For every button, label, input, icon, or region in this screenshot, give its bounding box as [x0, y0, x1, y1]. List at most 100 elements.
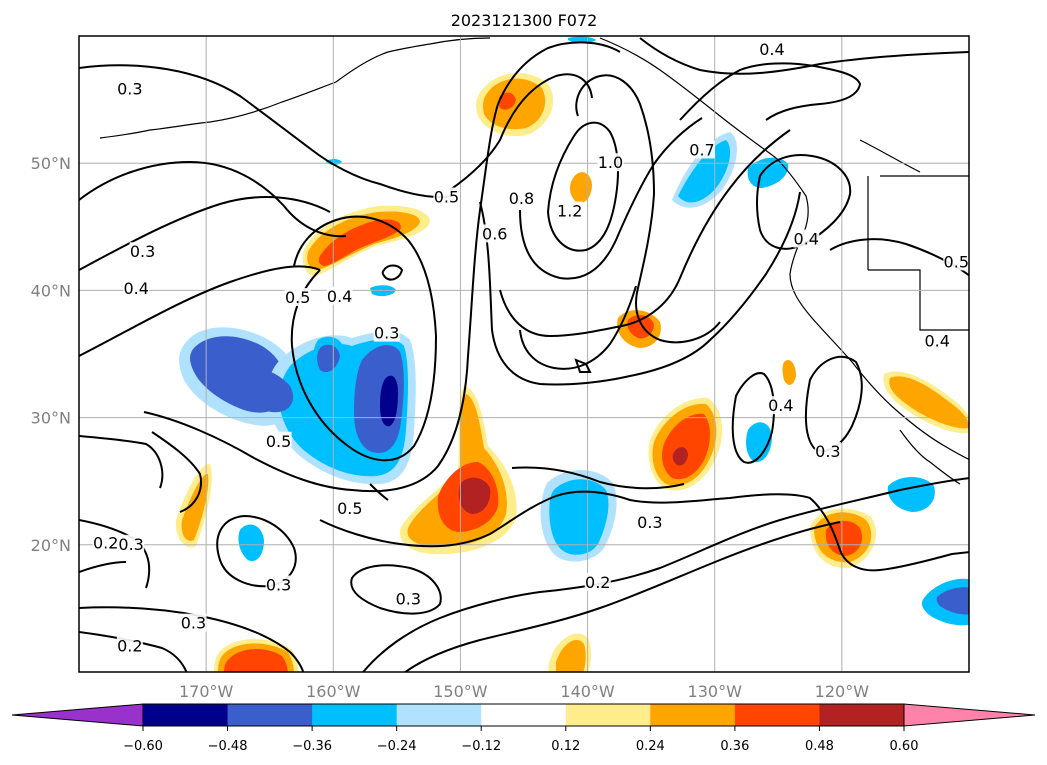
- colorbar-tick-label: −0.48: [208, 739, 248, 754]
- colorbar-segment: [396, 704, 482, 726]
- contour-label: 0.6: [482, 224, 507, 243]
- contour-label-background: [758, 39, 785, 58]
- contour-line: [79, 265, 321, 357]
- contour-label: 0.5: [434, 188, 459, 207]
- contour-label: 0.2: [585, 573, 610, 592]
- contour-label: 0.4: [759, 40, 784, 59]
- contour-line: [79, 160, 347, 238]
- positive-anomaly-region-mexico-core: [889, 376, 969, 429]
- contour-line: [79, 606, 305, 672]
- contour-line: [143, 103, 499, 493]
- positive-anomaly-region-south-central-core: [556, 640, 586, 672]
- contour-label: 0.4: [123, 279, 148, 298]
- contour-line: [804, 355, 863, 452]
- shaded-anomaly-fields: [175, 36, 969, 672]
- negative-anomaly-region-offshore: [746, 422, 772, 463]
- negative-anomaly-region-southeast-core: [936, 587, 969, 615]
- contour-line: [290, 215, 438, 462]
- contour-label: 0.5: [944, 252, 969, 271]
- negative-anomaly-region-hawaii: [238, 524, 264, 562]
- map-area: 0.3 0.3 0.4 0.5 0.4 0.5 0.60.8 1.2 1.0 0.7 0.4 0.4 0…: [79, 36, 969, 672]
- contour-label-background: [481, 224, 508, 243]
- contour-line: [319, 490, 969, 572]
- colorbar-tick-label: −0.36: [292, 739, 332, 754]
- contour-line: [361, 477, 969, 672]
- contour-line: [79, 196, 331, 271]
- contour-line: [519, 285, 637, 370]
- colorbar-segment: [312, 704, 398, 726]
- contour-line: [731, 372, 775, 464]
- negative-anomaly-region-east-mid: [354, 345, 404, 453]
- contour-label: 0.4: [924, 331, 949, 350]
- contour-label: 0.4: [768, 396, 793, 415]
- latitude-tick-label: 30°N: [31, 409, 71, 428]
- contour-line: [79, 561, 127, 573]
- colorbar-tick-label: −0.24: [377, 739, 417, 754]
- colorbar-tick-label: 0.48: [805, 739, 834, 754]
- contour-label-background: [584, 572, 611, 591]
- colorbar-segment: [143, 704, 229, 726]
- contour-label-background: [118, 534, 145, 553]
- contour-label-background: [326, 286, 353, 305]
- contour-label: 1.0: [598, 153, 623, 172]
- contour-line: [79, 64, 453, 199]
- contour-label: 0.3: [396, 589, 421, 608]
- contour-line: [639, 37, 969, 75]
- latitude-tick-label: 20°N: [31, 536, 71, 555]
- longitude-tick-label: 120°W: [815, 682, 870, 701]
- map-frame: [78, 35, 970, 673]
- colorbar-segment: [227, 704, 313, 726]
- contour-line: [381, 264, 404, 281]
- colorbar-tick-label: 0.36: [720, 739, 749, 754]
- contour-line: [449, 73, 593, 191]
- contour-label: 0.3: [815, 442, 840, 461]
- positive-anomaly-region-subtropical-core: [458, 477, 491, 514]
- contour-label-background: [129, 242, 156, 261]
- contour-label-background: [395, 589, 422, 608]
- longitude-tick-label: 130°W: [688, 682, 743, 701]
- contour-label: 0.2: [117, 637, 142, 656]
- contour-label: 0.5: [266, 432, 291, 451]
- contour-label-background: [556, 201, 583, 220]
- positive-anomaly-region-east-subtropical-center: [672, 447, 688, 466]
- contour-line: [511, 466, 685, 490]
- negative-anomaly-region-east-core: [380, 375, 398, 427]
- contour-label-background: [793, 229, 820, 248]
- contour-label: 0.3: [374, 324, 399, 343]
- negative-anomaly-region-coast-core: [678, 140, 731, 203]
- positive-anomaly-region-gulf-alaska-core: [498, 92, 516, 110]
- contour-label-background: [284, 288, 311, 307]
- contour-label: 0.3: [637, 513, 662, 532]
- colorbar-tick-label: −0.60: [123, 739, 163, 754]
- colorbar-segment: [650, 704, 736, 726]
- negative-anomaly-region-west-core: [228, 366, 294, 413]
- contour-line: [403, 521, 841, 672]
- contour-label: 0.4: [794, 230, 819, 249]
- longitude-tick-label: 170°W: [179, 682, 234, 701]
- contour-label-background: [508, 188, 535, 207]
- negative-anomaly-region-subtropical-core: [549, 479, 609, 555]
- contour-label: 0.3: [181, 614, 206, 633]
- latitude-tick-label: 50°N: [31, 154, 71, 173]
- colorbar-frame: [142, 703, 905, 727]
- contour-line: [574, 358, 592, 373]
- latitude-tick-labels: 20°N 30°N 40°N 50°N: [31, 154, 71, 555]
- contour-line: [756, 154, 852, 250]
- contour-label-background: [116, 79, 143, 98]
- negative-anomaly-region-coast-east: [747, 157, 789, 188]
- contour-label: 1.2: [557, 202, 582, 221]
- contour-label: 0.3: [118, 535, 143, 554]
- contour-line: [216, 514, 297, 588]
- contour-label-background: [373, 323, 400, 342]
- colorbar-extend-high: [903, 703, 1036, 727]
- positive-anomaly-region-ridge-core: [318, 219, 401, 266]
- contour-line: [679, 62, 862, 121]
- positive-anomaly-region-southwest-core: [224, 649, 288, 672]
- contour-label: 0.4: [327, 287, 352, 306]
- contour-label: 0.7: [689, 140, 714, 159]
- contour-line: [575, 74, 721, 344]
- negative-anomaly-region-top: [568, 36, 596, 43]
- colorbar-segment: [565, 704, 651, 726]
- contour-label: 0.3: [130, 242, 155, 261]
